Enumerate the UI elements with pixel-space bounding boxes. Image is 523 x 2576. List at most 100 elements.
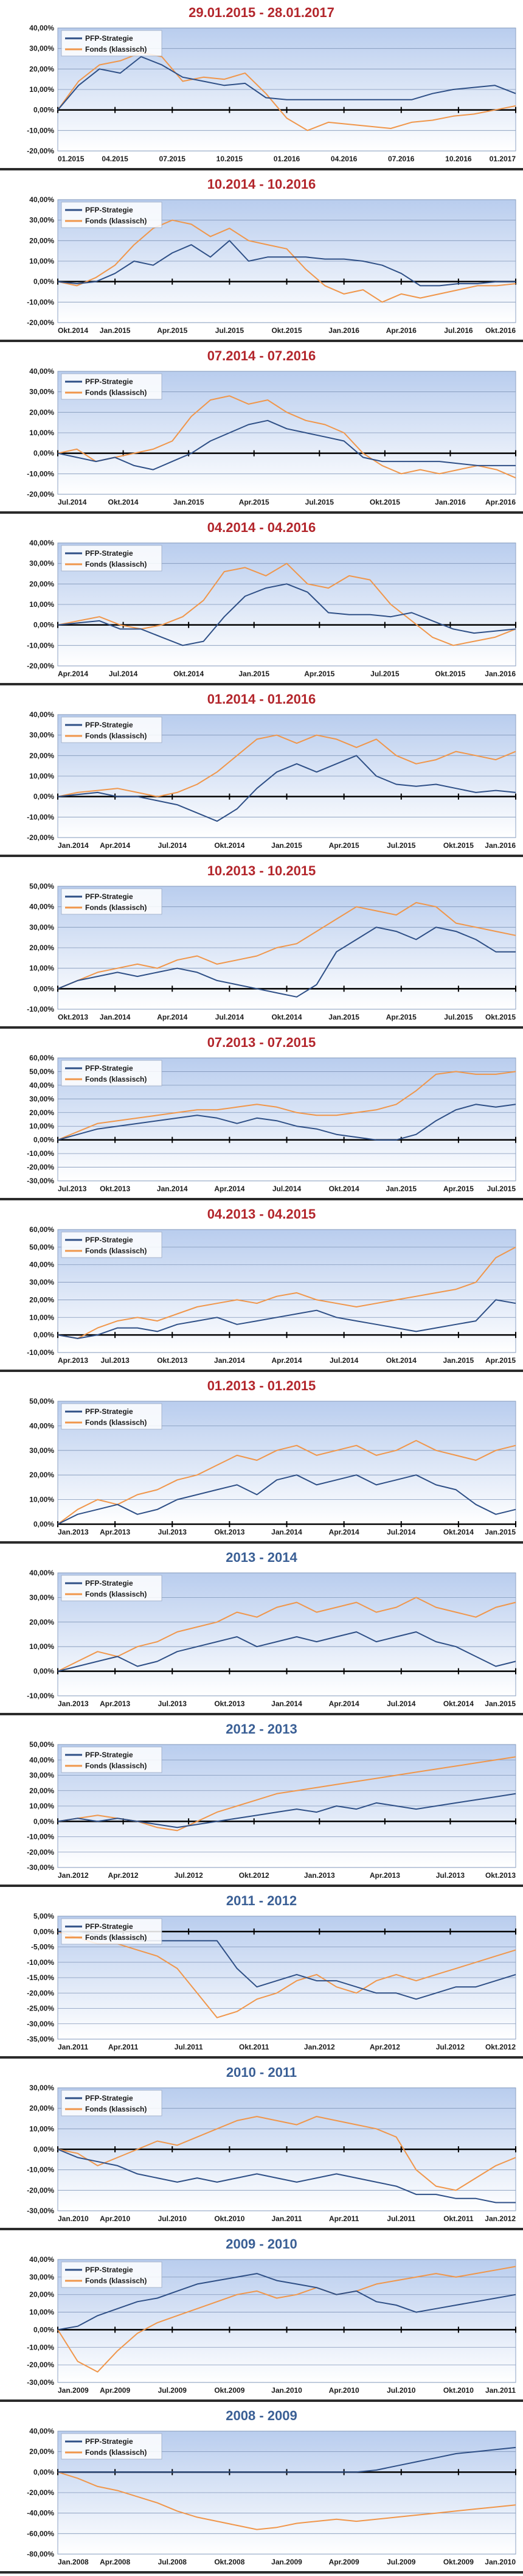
x-tick-label: Apr.2016 xyxy=(485,498,516,506)
line-chart: 0,00% 10,00% 20,00% 30,00% 40,00% 50,00% Jan.2… xyxy=(29,1397,516,1536)
x-tick-label: Okt.2014 xyxy=(443,1699,474,1708)
x-tick-label: Apr.2012 xyxy=(108,1871,139,1880)
legend: PFP-Strategie Fonds (klassisch) xyxy=(61,2433,162,2460)
series-line-strategy xyxy=(57,755,516,822)
chart-title: 07.2013 - 07.2015 xyxy=(207,1035,316,1050)
x-tick-label: Jan.2015 xyxy=(173,498,204,506)
y-tick-label: 0,00% xyxy=(33,2145,54,2154)
x-tick-label: Jan.2015 xyxy=(238,670,269,678)
x-tick-label: Jan.2015 xyxy=(485,1699,516,1708)
chart-title: 10.2013 - 10.2015 xyxy=(207,863,316,878)
legend-label: Fonds (klassisch) xyxy=(85,1762,147,1770)
legend-label: Fonds (klassisch) xyxy=(85,1418,147,1427)
line-chart: -20,00% -10,00% 0,00% 10,00% 20,00% 30,00% 40,… xyxy=(27,710,516,850)
x-tick-label: Jul.2014 xyxy=(387,1699,416,1708)
x-tick-label: 10.2015 xyxy=(216,155,243,163)
x-tick-label: Apr.2015 xyxy=(239,498,269,506)
y-tick-label: 0,00% xyxy=(33,1927,54,1936)
legend: PFP-Strategie Fonds (klassisch) xyxy=(61,2261,162,2288)
y-tick-label: 0,00% xyxy=(33,2325,54,2334)
y-tick-label: 20,00% xyxy=(29,1471,54,1479)
y-tick-label: 40,00% xyxy=(29,1569,54,1577)
legend: PFP-Strategie Fonds (klassisch) xyxy=(61,373,162,400)
x-tick-label: Jul.2014 xyxy=(272,1185,302,1193)
x-tick-label: Okt.2014 xyxy=(386,1356,417,1365)
y-tick-label: -20,00% xyxy=(27,2488,54,2497)
y-tick-label: 50,00% xyxy=(29,1397,54,1405)
x-tick-label: Apr.2016 xyxy=(386,326,417,335)
chart-panel: 04.2014 - 04.2016 -20,00% -10,00% 0,00% 10,0… xyxy=(0,515,523,687)
chart-panel: 10.2013 - 10.2015 -10,00% 0,00% 10,00% 20,00… xyxy=(0,858,523,1030)
y-tick-label: 20,00% xyxy=(29,579,54,588)
chart-panel: 01.2014 - 01.2016 -20,00% -10,00% 0,00% 10,0… xyxy=(0,687,523,858)
x-tick-label: Jan.2010 xyxy=(58,2214,89,2223)
y-tick-label: 50,00% xyxy=(29,882,54,891)
y-tick-label: 30,00% xyxy=(29,1593,54,1601)
x-tick-label: Jul.2010 xyxy=(387,2386,416,2395)
x-tick-label: Apr.2015 xyxy=(386,1013,417,1021)
x-tick-label: Jul.2014 xyxy=(158,841,187,850)
y-tick-label: -20,00% xyxy=(27,1989,54,1997)
legend: PFP-Strategie Fonds (klassisch) xyxy=(61,888,162,915)
panel-separator xyxy=(0,1541,523,1544)
y-tick-label: 20,00% xyxy=(29,1295,54,1304)
series-line-fund xyxy=(57,734,516,797)
legend-label: Fonds (klassisch) xyxy=(85,2105,147,2113)
x-tick-label: Apr.2012 xyxy=(370,2043,400,2051)
legend-label: PFP-Strategie xyxy=(85,2266,133,2274)
y-tick-label: -20,00% xyxy=(27,2361,54,2369)
x-tick-label: Jul.2014 xyxy=(215,1013,244,1021)
panel-separator xyxy=(0,1713,523,1715)
x-tick-label: Apr.2014 xyxy=(58,670,88,678)
series-line-strategy xyxy=(57,1631,516,1672)
legend-box xyxy=(61,30,162,57)
chart-panel: 2011 - 2012 -35,00% -30,00% -25,00% -20,00% -… xyxy=(0,1888,523,2060)
x-tick-label: Jan.2015 xyxy=(271,841,302,850)
legend-label: Fonds (klassisch) xyxy=(85,1075,147,1083)
y-tick-label: -15,00% xyxy=(27,1973,54,1982)
y-tick-label: 50,00% xyxy=(29,1243,54,1251)
y-tick-label: 40,00% xyxy=(29,24,54,32)
legend-box xyxy=(61,888,162,915)
chart-panel: 10.2014 - 10.2016 -20,00% -10,00% 0,00% 10,0… xyxy=(0,172,523,343)
y-tick-label: -30,00% xyxy=(27,1863,54,1872)
chart-title: 2010 - 2011 xyxy=(226,2065,297,2080)
x-tick-label: Apr.2010 xyxy=(329,2386,359,2395)
line-chart: -20,00% -10,00% 0,00% 10,00% 20,00% 30,00% 40,… xyxy=(27,367,516,506)
series-line-strategy xyxy=(58,2446,516,2473)
x-tick-label: Jul.2009 xyxy=(387,2558,416,2566)
y-tick-label: 40,00% xyxy=(29,1421,54,1430)
x-tick-label: Okt.2014 xyxy=(443,1528,474,1536)
legend: PFP-Strategie Fonds (klassisch) xyxy=(61,1746,162,1773)
series-line-fund xyxy=(57,1931,516,2018)
y-tick-label: 10,00% xyxy=(29,85,54,94)
x-tick-label: Jul.2016 xyxy=(444,326,473,335)
legend-label: PFP-Strategie xyxy=(85,206,133,214)
legend: PFP-Strategie Fonds (klassisch) xyxy=(61,30,162,57)
y-tick-label: -30,00% xyxy=(27,1177,54,1185)
legend-label: PFP-Strategie xyxy=(85,1751,133,1759)
y-tick-label: 40,00% xyxy=(29,367,54,376)
line-chart: -80,00% -60,00% -40,00% -20,00% 0,00% 20,00% 4… xyxy=(27,2427,516,2566)
y-tick-label: 0,00% xyxy=(33,984,54,993)
legend-label: Fonds (klassisch) xyxy=(85,903,147,912)
y-tick-label: -35,00% xyxy=(27,2035,54,2043)
x-tick-label: Jan.2013 xyxy=(58,1699,89,1708)
y-tick-label: -20,00% xyxy=(27,833,54,842)
x-tick-label: Apr.2014 xyxy=(329,1528,359,1536)
series-line-fund xyxy=(57,2116,516,2191)
panel-separator xyxy=(0,683,523,685)
y-tick-label: -10,00% xyxy=(27,1833,54,1841)
y-tick-label: 10,00% xyxy=(29,257,54,265)
chart-title: 2008 - 2009 xyxy=(226,2408,297,2423)
y-tick-label: 0,00% xyxy=(33,1817,54,1825)
y-tick-label: -20,00% xyxy=(27,147,54,155)
y-tick-label: 10,00% xyxy=(29,772,54,780)
y-tick-label: 10,00% xyxy=(29,1122,54,1130)
x-tick-label: Jan.2013 xyxy=(304,1871,335,1880)
series-line-fund xyxy=(57,1440,516,1525)
y-tick-label: -5,00% xyxy=(31,1943,54,1951)
y-tick-label: 30,00% xyxy=(29,216,54,225)
y-tick-label: -10,00% xyxy=(27,641,54,649)
panel-separator xyxy=(0,340,523,342)
